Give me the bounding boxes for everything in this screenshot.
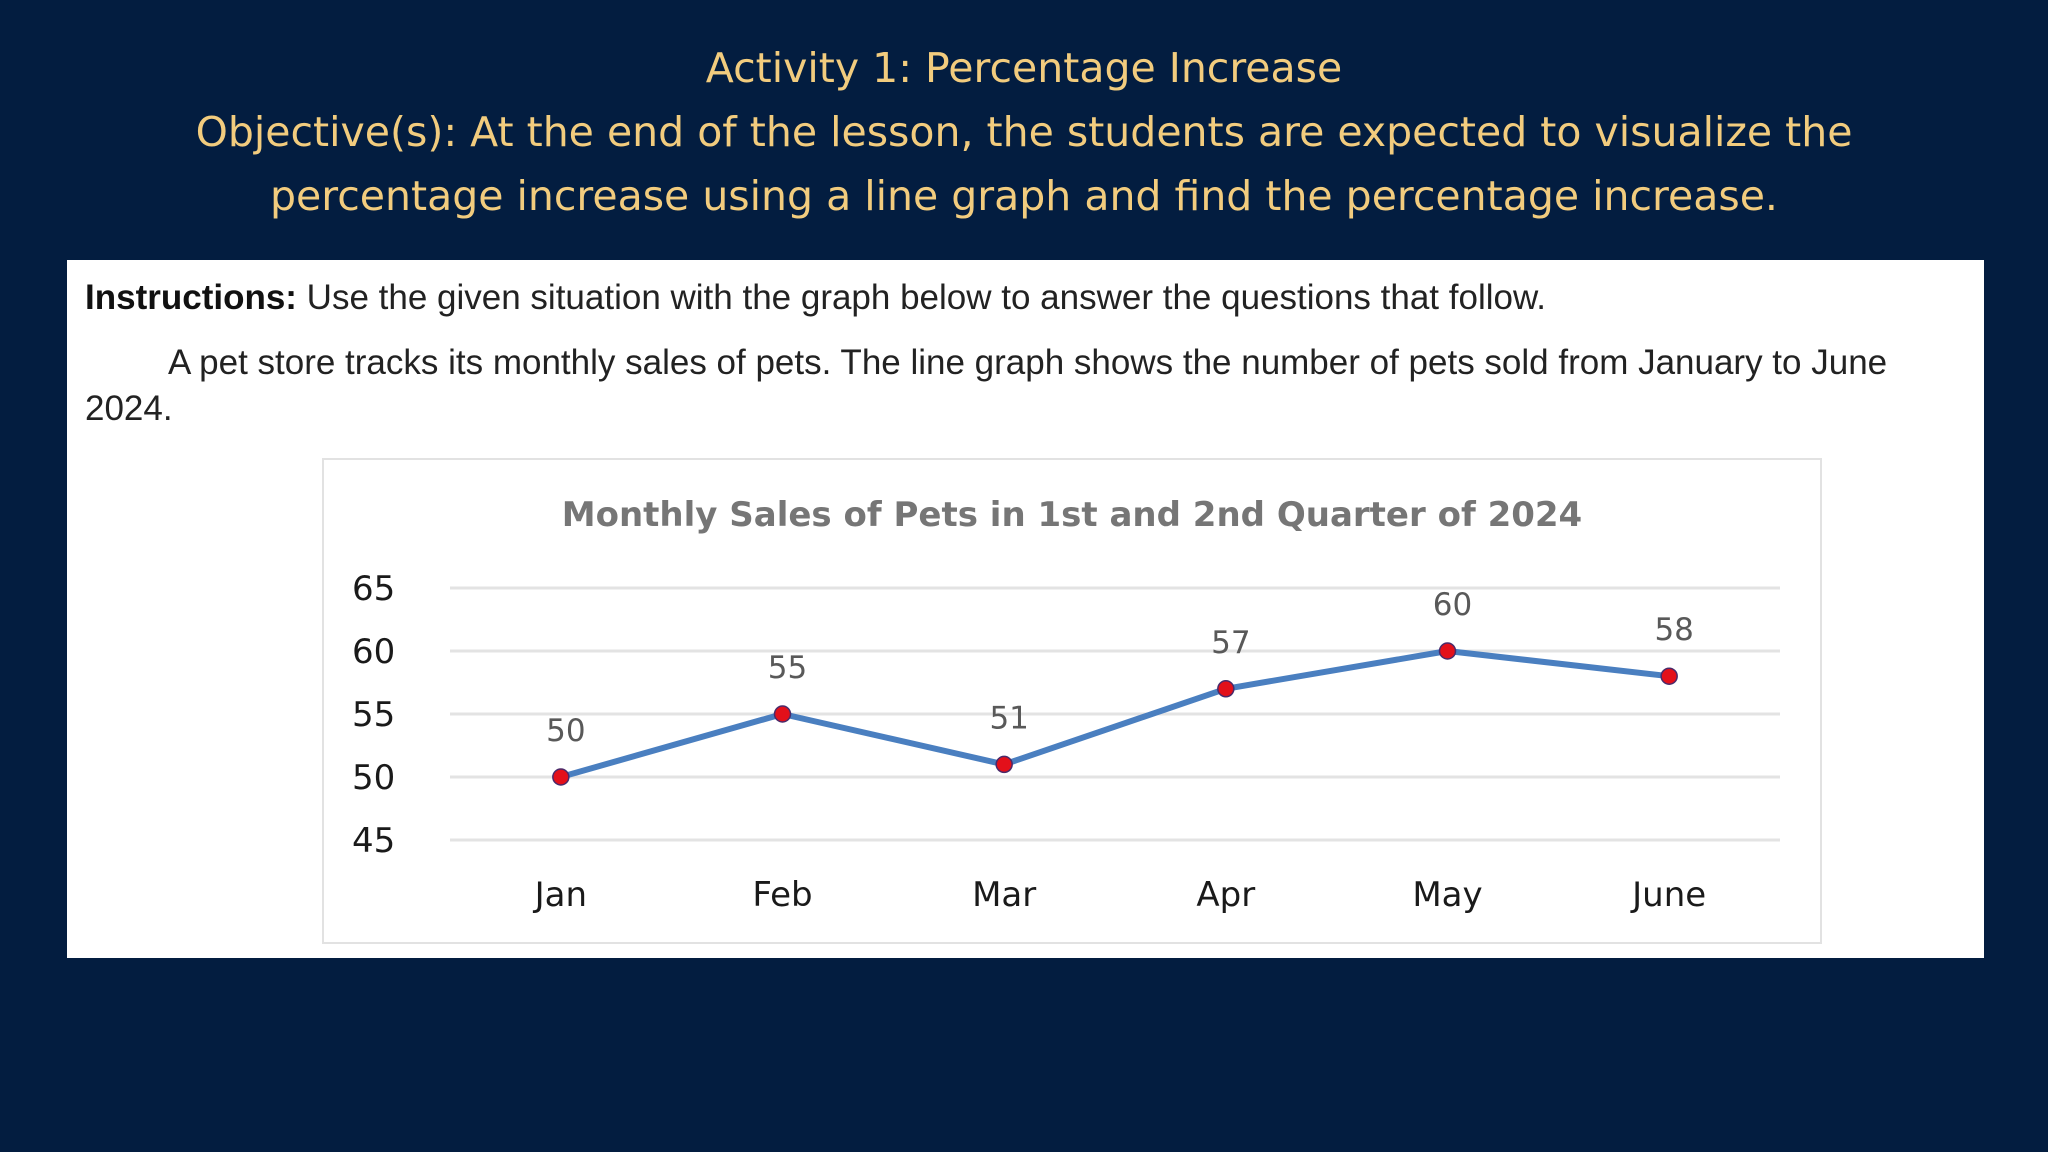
- data-label: 57: [1211, 625, 1250, 661]
- x-axis-ticks: Jan Feb Mar Apr May June: [533, 875, 1707, 915]
- data-label: 51: [989, 700, 1028, 736]
- activity-title: Activity 1: Percentage Increase: [705, 44, 1343, 92]
- objective-line-1: Objective(s): At the end of the lesson, …: [195, 108, 1853, 156]
- data-label: 60: [1433, 587, 1472, 623]
- instructions-text: Use the given situation with the graph b…: [296, 278, 1547, 317]
- y-tick-label: 55: [352, 695, 395, 735]
- x-tick-label: May: [1412, 875, 1482, 915]
- situation-text: A pet store tracks its monthly sales of …: [85, 343, 1888, 428]
- chart-svg: Monthly Sales of Pets in 1st and 2nd Qua…: [352, 495, 1780, 915]
- y-tick-label: 60: [352, 632, 395, 672]
- instructions-label: Instructions:: [85, 278, 297, 317]
- instructions: Instructions: Use the given situation wi…: [85, 268, 1546, 328]
- line-chart: Monthly Sales of Pets in 1st and 2nd Qua…: [322, 458, 1822, 944]
- data-labels: 50 55 51 57 60 58: [546, 587, 1694, 749]
- data-point-mar: [995, 755, 1013, 774]
- y-tick-label: 50: [352, 758, 395, 798]
- series-line: [557, 648, 1673, 780]
- x-tick-label: Apr: [1196, 875, 1255, 915]
- x-tick-label: Feb: [752, 875, 812, 915]
- y-axis-ticks: 45 50 55 60 65: [352, 569, 395, 861]
- series-markers: [552, 642, 1678, 786]
- situation-paragraph: A pet store tracks its monthly sales of …: [85, 340, 1975, 432]
- gridlines: [450, 586, 1780, 842]
- x-tick-label: Mar: [972, 875, 1036, 915]
- x-tick-label: June: [1630, 875, 1706, 915]
- data-label: 55: [768, 650, 807, 686]
- chart-title: Monthly Sales of Pets in 1st and 2nd Qua…: [562, 495, 1582, 535]
- worksheet-panel: Instructions: Use the given situation wi…: [67, 260, 1984, 958]
- y-tick-label: 65: [352, 569, 395, 609]
- data-point-june: [1660, 667, 1678, 685]
- x-tick-label: Jan: [533, 875, 587, 915]
- data-point-jan: [552, 768, 570, 786]
- series-pets-sold: [557, 648, 1673, 780]
- data-point-may: [1438, 642, 1457, 660]
- data-label: 58: [1654, 612, 1693, 648]
- y-tick-label: 45: [352, 821, 395, 861]
- data-point-feb: [773, 705, 792, 723]
- data-label: 50: [546, 713, 585, 749]
- data-point-apr: [1217, 680, 1235, 698]
- objective-line-2: percentage increase using a line graph a…: [270, 172, 1778, 220]
